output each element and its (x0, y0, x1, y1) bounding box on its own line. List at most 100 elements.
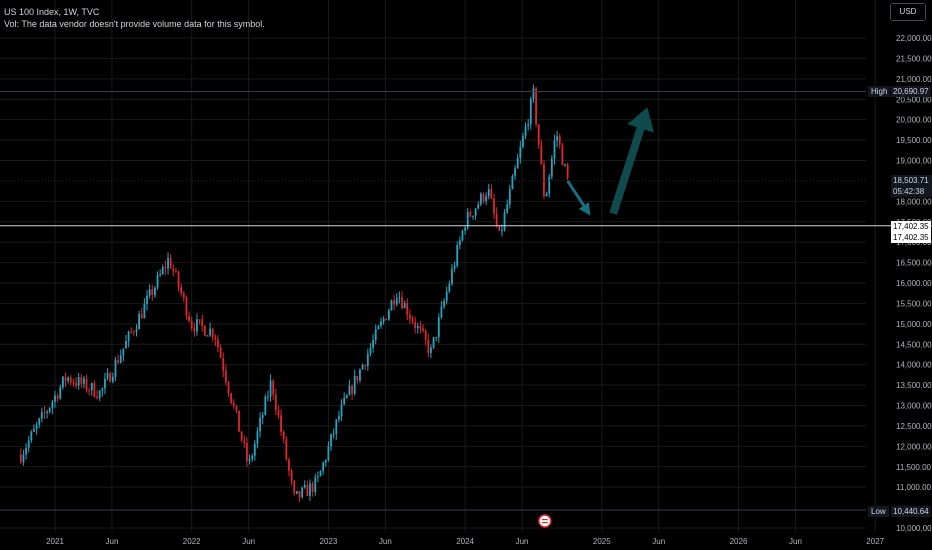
currency-button[interactable]: USD (890, 3, 926, 21)
candle-up (503, 212, 506, 231)
candle-up (167, 258, 169, 269)
y-tick-label: 12,500.00 (896, 422, 932, 431)
candle-up (501, 230, 503, 232)
candle-down (280, 415, 282, 432)
candle-down (493, 198, 495, 214)
candle-up (398, 297, 401, 299)
y-tick-label: 13,000.00 (896, 402, 932, 411)
candle-up (256, 431, 259, 444)
candle-down (243, 440, 246, 443)
candle-down (214, 337, 217, 340)
event-icon-stripe (541, 519, 548, 521)
candle-up (340, 404, 343, 417)
candle-up (269, 380, 272, 397)
candlestick-series (19, 84, 569, 502)
y-tick-label: 21,000.00 (896, 75, 932, 84)
candle-down (490, 188, 493, 199)
candle-down (227, 382, 230, 394)
candle-up (366, 353, 369, 367)
candle-up (564, 164, 566, 166)
candle-down (240, 431, 243, 441)
candle-up (267, 396, 269, 398)
economic-event-icon (538, 514, 552, 528)
candle-up (445, 291, 448, 302)
candle-down (85, 378, 88, 391)
candle-down (190, 320, 193, 328)
candle-up (111, 376, 114, 382)
x-tick-label: Jun (789, 537, 802, 546)
candle-up (206, 335, 209, 337)
candle-up (511, 176, 514, 190)
candle-down (19, 454, 22, 463)
candle-up (440, 306, 443, 318)
y-tick-label: 15,500.00 (896, 299, 932, 308)
candle-up (506, 204, 509, 213)
candle-up (35, 424, 38, 429)
candle-up (122, 348, 125, 356)
candle-down (224, 370, 227, 383)
candle-up (27, 440, 30, 449)
candle-up (264, 396, 267, 415)
candle-up (324, 460, 327, 463)
candle-down (93, 383, 96, 397)
candle-up (156, 274, 159, 288)
candle-up (148, 289, 151, 296)
candle-up (248, 458, 251, 461)
candle-up (403, 303, 406, 309)
candle-up (380, 321, 382, 327)
candle-down (414, 322, 417, 328)
candle-down (543, 164, 545, 197)
candle-down (498, 225, 501, 231)
candle-down (80, 377, 83, 384)
candle-down (298, 491, 301, 498)
candle-up (98, 390, 101, 399)
candle-down (185, 297, 188, 317)
candle-up (464, 227, 466, 231)
candle-up (114, 360, 117, 377)
candle-down (422, 328, 424, 331)
candle-down (246, 442, 248, 461)
candle-down (177, 271, 180, 287)
candle-up (416, 326, 419, 328)
candle-up (253, 443, 256, 456)
candle-up (46, 411, 49, 414)
candle-down (211, 328, 214, 338)
y-tick-label: 18,000.00 (896, 197, 932, 206)
candle-down (75, 382, 77, 386)
candle-up (522, 136, 524, 147)
x-tick-label: 2022 (183, 537, 201, 546)
candle-down (290, 470, 293, 481)
candle-up (556, 136, 559, 141)
high-tag: High (868, 86, 891, 97)
candle-up (316, 476, 319, 478)
candle-down (535, 88, 537, 125)
candle-up (508, 189, 511, 205)
candle-up (516, 158, 519, 169)
candle-down (169, 258, 172, 269)
candle-up (319, 470, 322, 477)
candle-up (390, 300, 393, 311)
x-tick-label: Jun (379, 537, 392, 546)
candle-up (322, 462, 325, 471)
candle-down (182, 293, 185, 298)
candle-up (48, 407, 51, 412)
last-price-label: 18,503.71 05:42:38 (891, 175, 932, 197)
event-icon-stripe (541, 522, 548, 524)
candle-up (67, 377, 70, 381)
candle-up (61, 376, 64, 388)
y-tick-label: 11,000.00 (896, 483, 932, 492)
y-tick-label: 14,500.00 (896, 340, 932, 349)
y-tick-label: 12,000.00 (896, 442, 932, 451)
candle-down (130, 331, 133, 333)
candle-up (161, 267, 164, 274)
candle-up (127, 331, 130, 342)
candle-up (372, 340, 374, 348)
candle-down (64, 376, 67, 381)
candle-down (230, 393, 233, 403)
candle-up (146, 295, 148, 304)
symbol-title[interactable]: US 100 Index, 1W, TVC (4, 7, 100, 17)
candle-up (519, 146, 522, 159)
chart-grid (0, 0, 876, 532)
horizontal-line-label[interactable]: 17,402.35 (891, 221, 931, 232)
